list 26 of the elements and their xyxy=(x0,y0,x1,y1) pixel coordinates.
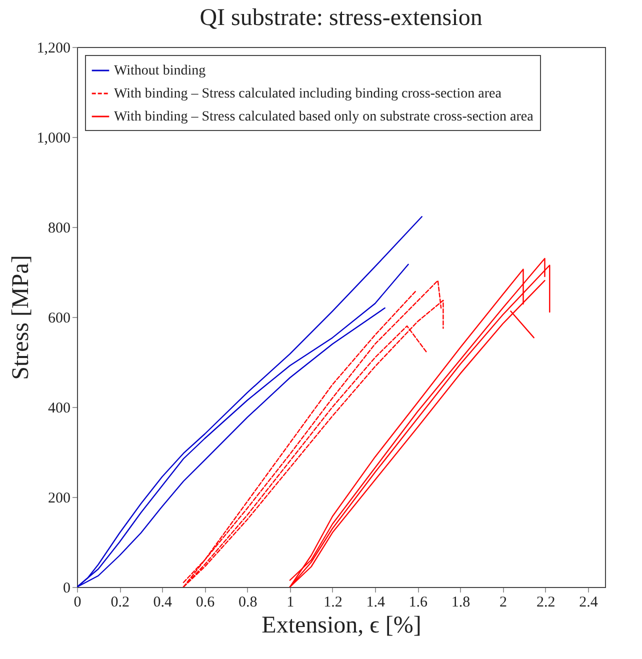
x-tick-label: 0.2 xyxy=(110,594,130,610)
x-tick-label: 1 xyxy=(286,594,294,610)
legend-label: With binding – Stress calculated based only on substrate cross-section area xyxy=(114,110,534,124)
y-tick-label: 400 xyxy=(48,400,70,416)
legend-label: With binding – Stress calculated including binding cross-section area xyxy=(114,86,502,102)
x-tick-label: 0.8 xyxy=(238,594,258,610)
x-tick-label: 0.4 xyxy=(153,594,173,610)
x-tick-label: 0 xyxy=(74,594,82,610)
y-axis-title: Stress [MPa] xyxy=(8,255,34,380)
x-tick-label: 2.2 xyxy=(536,594,556,610)
x-tick-label: 2.4 xyxy=(579,594,598,610)
y-tick-label: 0 xyxy=(63,580,70,596)
x-tick-label: 1.2 xyxy=(324,594,342,610)
y-tick-label: 1,200 xyxy=(36,40,70,56)
y-tick-label: 600 xyxy=(48,310,70,326)
legend-label: Without binding xyxy=(114,64,206,78)
x-tick-label: 2 xyxy=(500,594,508,610)
x-axis-title: Extension, ϵ [%] xyxy=(262,612,422,638)
y-tick-label: 1,000 xyxy=(36,130,70,146)
x-tick-label: 0.6 xyxy=(196,594,216,610)
chart-title: QI substrate: stress-extension xyxy=(200,5,482,31)
y-tick-label: 200 xyxy=(48,490,70,506)
x-tick-label: 1.6 xyxy=(408,594,428,610)
y-tick-label: 800 xyxy=(48,220,70,236)
x-tick-label: 1.8 xyxy=(451,594,470,610)
x-tick-label: 1.4 xyxy=(366,594,386,610)
